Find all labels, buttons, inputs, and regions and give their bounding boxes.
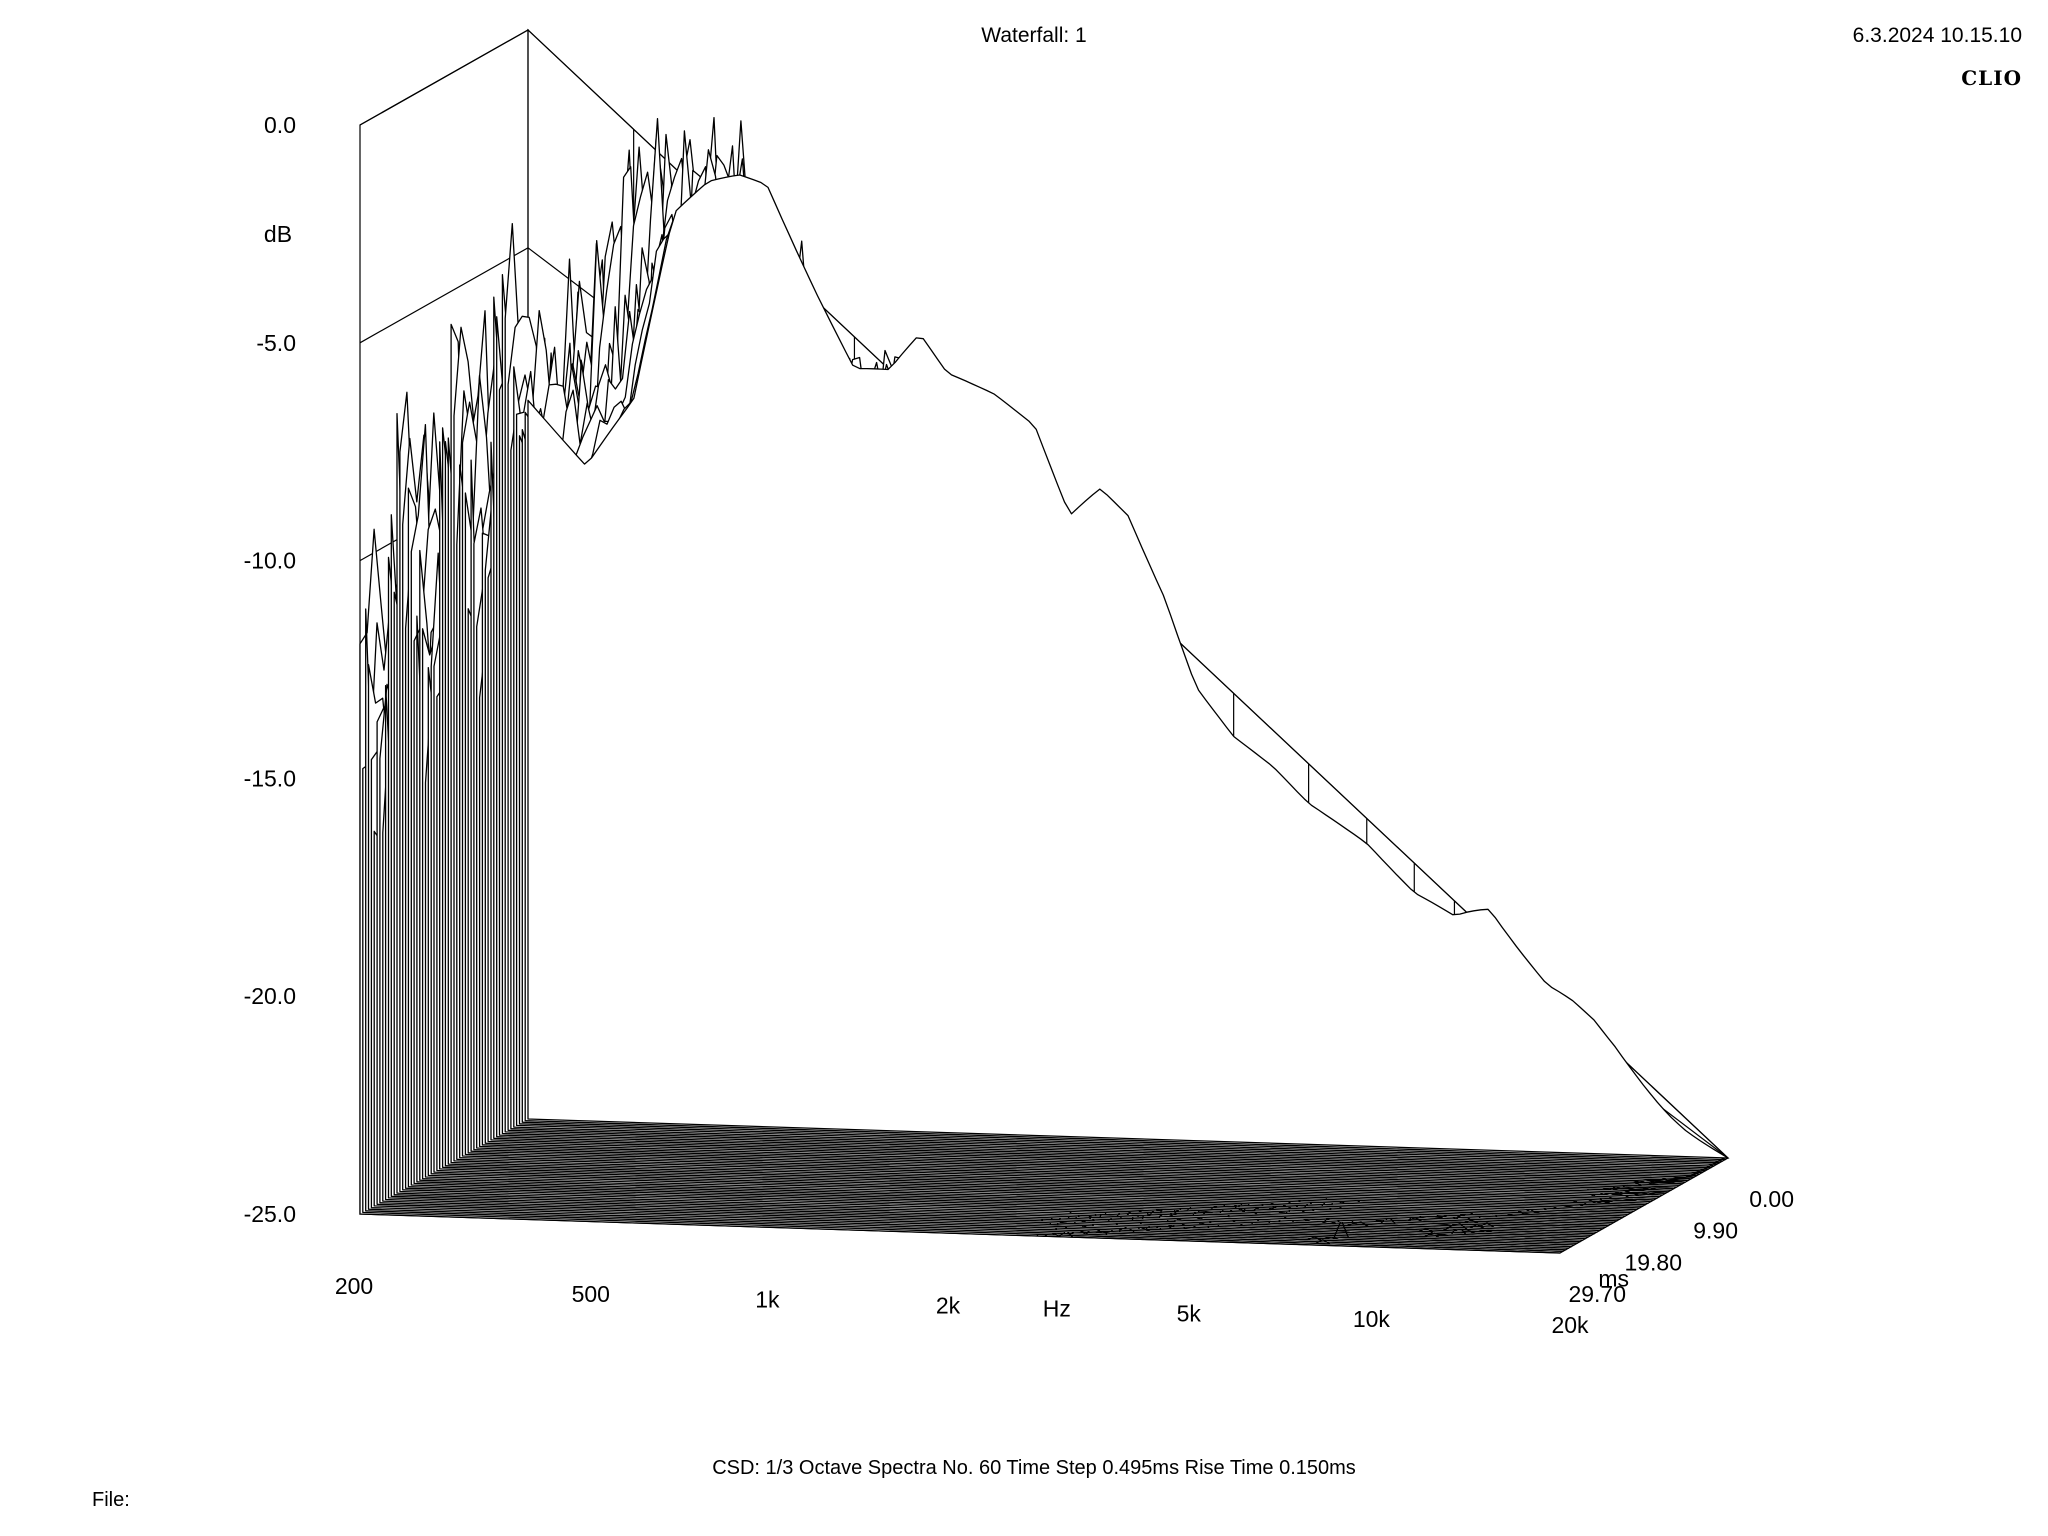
x-tick-label: 500 bbox=[572, 1281, 610, 1307]
file-label: File: bbox=[92, 1489, 130, 1511]
spectrum-trace bbox=[527, 174, 1729, 1159]
z-tick-label: 9.90 bbox=[1693, 1218, 1738, 1244]
x-tick-label: 2k bbox=[936, 1293, 961, 1319]
chart-title: Waterfall: 1 bbox=[981, 24, 1087, 47]
y-tick-label: -10.0 bbox=[244, 548, 296, 574]
x-axis-label: Hz bbox=[1043, 1296, 1071, 1322]
y-tick-label: -20.0 bbox=[244, 983, 296, 1009]
y-tick-label: 0.0 bbox=[264, 112, 296, 138]
trace-layer bbox=[359, 116, 1729, 1254]
z-axis-label: ms bbox=[1598, 1265, 1629, 1291]
label-layer: 0.0 -5.0 -10.0 -15.0 -20.0 -25.0 dB 200 500 1k 2k 5… bbox=[244, 112, 1794, 1338]
z-tick-label: 29.70 bbox=[1568, 1281, 1626, 1307]
y-tick-label: -25.0 bbox=[244, 1201, 296, 1227]
x-tick-label: 200 bbox=[335, 1273, 373, 1299]
x-tick-label: 5k bbox=[1177, 1300, 1202, 1326]
z-tick-label: 19.80 bbox=[1624, 1249, 1682, 1275]
x-tick-label: 10k bbox=[1353, 1306, 1391, 1332]
y-tick-label: -15.0 bbox=[244, 765, 296, 791]
y-tick-label: -5.0 bbox=[256, 330, 296, 356]
x-tick-label: 20k bbox=[1551, 1312, 1589, 1338]
x-tick-label: 1k bbox=[755, 1287, 780, 1313]
brand-logo: CLIO bbox=[1961, 66, 2022, 90]
db-gridline bbox=[359, 29, 1729, 1159]
measurement-info: CSD: 1/3 Octave Spectra No. 60 Time Step… bbox=[712, 1457, 1356, 1479]
timestamp: 6.3.2024 10.15.10 bbox=[1852, 24, 2022, 47]
y-axis-label: dB bbox=[264, 221, 292, 247]
z-tick-label: 0.00 bbox=[1749, 1186, 1794, 1212]
